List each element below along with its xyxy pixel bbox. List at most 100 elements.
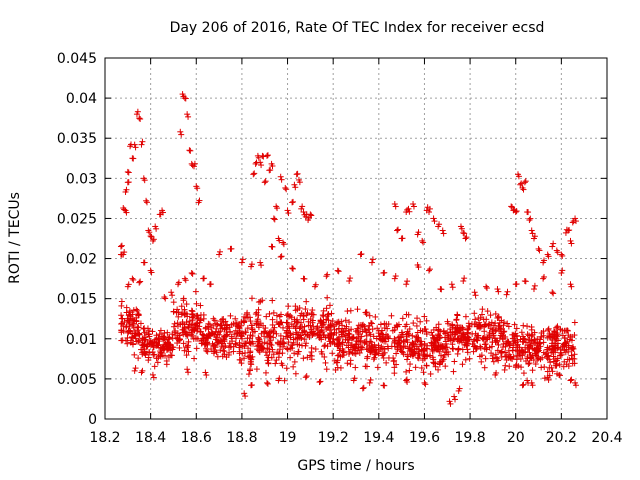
data-point	[255, 338, 262, 345]
data-point	[269, 321, 276, 328]
data-points	[117, 91, 579, 407]
data-point	[380, 354, 387, 361]
data-point	[241, 319, 248, 326]
data-point	[273, 319, 280, 326]
data-point	[352, 350, 359, 357]
data-point	[326, 338, 333, 345]
data-point	[197, 302, 204, 309]
data-point	[245, 371, 252, 378]
data-point	[264, 380, 271, 387]
data-point	[139, 349, 146, 356]
data-point	[263, 313, 270, 320]
data-point	[545, 327, 552, 334]
data-point	[129, 322, 136, 329]
data-point	[331, 340, 338, 347]
data-point	[346, 319, 353, 326]
data-point	[375, 327, 382, 334]
data-point	[145, 357, 152, 364]
data-point	[302, 306, 309, 313]
data-point	[390, 355, 397, 362]
y-tick-label: 0.045	[57, 51, 97, 67]
x-tick-label: 18.6	[181, 430, 212, 446]
data-point	[374, 364, 381, 371]
data-point	[244, 325, 251, 332]
data-point	[352, 364, 359, 371]
data-point	[363, 332, 370, 339]
data-point	[155, 341, 162, 348]
data-point	[144, 325, 151, 332]
data-point	[466, 355, 473, 362]
data-point	[269, 297, 276, 304]
data-point	[226, 344, 233, 351]
data-point	[219, 353, 226, 360]
data-point	[421, 313, 428, 320]
data-point	[423, 362, 430, 369]
data-point	[334, 267, 341, 274]
data-point	[538, 364, 545, 371]
data-point	[410, 320, 417, 327]
data-point	[300, 313, 307, 320]
data-point	[213, 320, 220, 327]
data-point	[277, 173, 284, 180]
data-point	[404, 356, 411, 363]
data-point	[299, 324, 306, 331]
data-point	[182, 331, 189, 338]
data-point	[264, 152, 271, 159]
data-point	[513, 281, 520, 288]
data-point	[550, 290, 557, 297]
data-point	[290, 336, 297, 343]
data-point	[210, 342, 217, 349]
data-point	[184, 342, 191, 349]
data-point	[404, 278, 411, 285]
data-point	[138, 141, 145, 148]
data-point	[189, 270, 196, 277]
data-point	[335, 325, 342, 332]
data-point	[293, 318, 300, 325]
data-point	[420, 239, 427, 246]
data-point	[165, 336, 172, 343]
data-point	[383, 359, 390, 366]
data-point	[185, 369, 192, 376]
data-point	[130, 155, 137, 162]
data-point	[230, 348, 237, 355]
data-point	[320, 321, 327, 328]
data-point	[153, 355, 160, 362]
data-point	[146, 348, 153, 355]
data-point	[234, 323, 241, 330]
data-point	[184, 111, 191, 118]
data-point	[285, 330, 292, 337]
data-point	[161, 352, 168, 359]
data-point	[134, 307, 141, 314]
data-point	[255, 299, 262, 306]
data-point	[550, 240, 557, 247]
data-point	[136, 331, 143, 338]
data-point	[125, 169, 132, 176]
data-point	[261, 179, 268, 186]
data-point	[481, 328, 488, 335]
data-point	[149, 341, 156, 348]
data-point	[535, 245, 542, 252]
data-point	[297, 334, 304, 341]
data-point	[247, 340, 254, 347]
data-point	[528, 326, 535, 333]
data-point	[242, 393, 249, 400]
data-point	[341, 325, 348, 332]
data-point	[156, 338, 163, 345]
data-point	[292, 335, 299, 342]
data-point	[426, 267, 433, 274]
data-point	[205, 320, 212, 327]
data-point	[143, 199, 150, 206]
data-point	[471, 289, 478, 296]
data-point	[328, 310, 335, 317]
data-point	[264, 357, 271, 364]
data-point	[214, 321, 221, 328]
data-point	[335, 337, 342, 344]
data-point	[367, 338, 374, 345]
data-point	[320, 307, 327, 314]
data-point	[156, 331, 163, 338]
data-point	[431, 218, 438, 225]
data-point	[316, 332, 323, 339]
data-point	[287, 345, 294, 352]
data-point	[264, 345, 271, 352]
data-point	[125, 179, 132, 186]
